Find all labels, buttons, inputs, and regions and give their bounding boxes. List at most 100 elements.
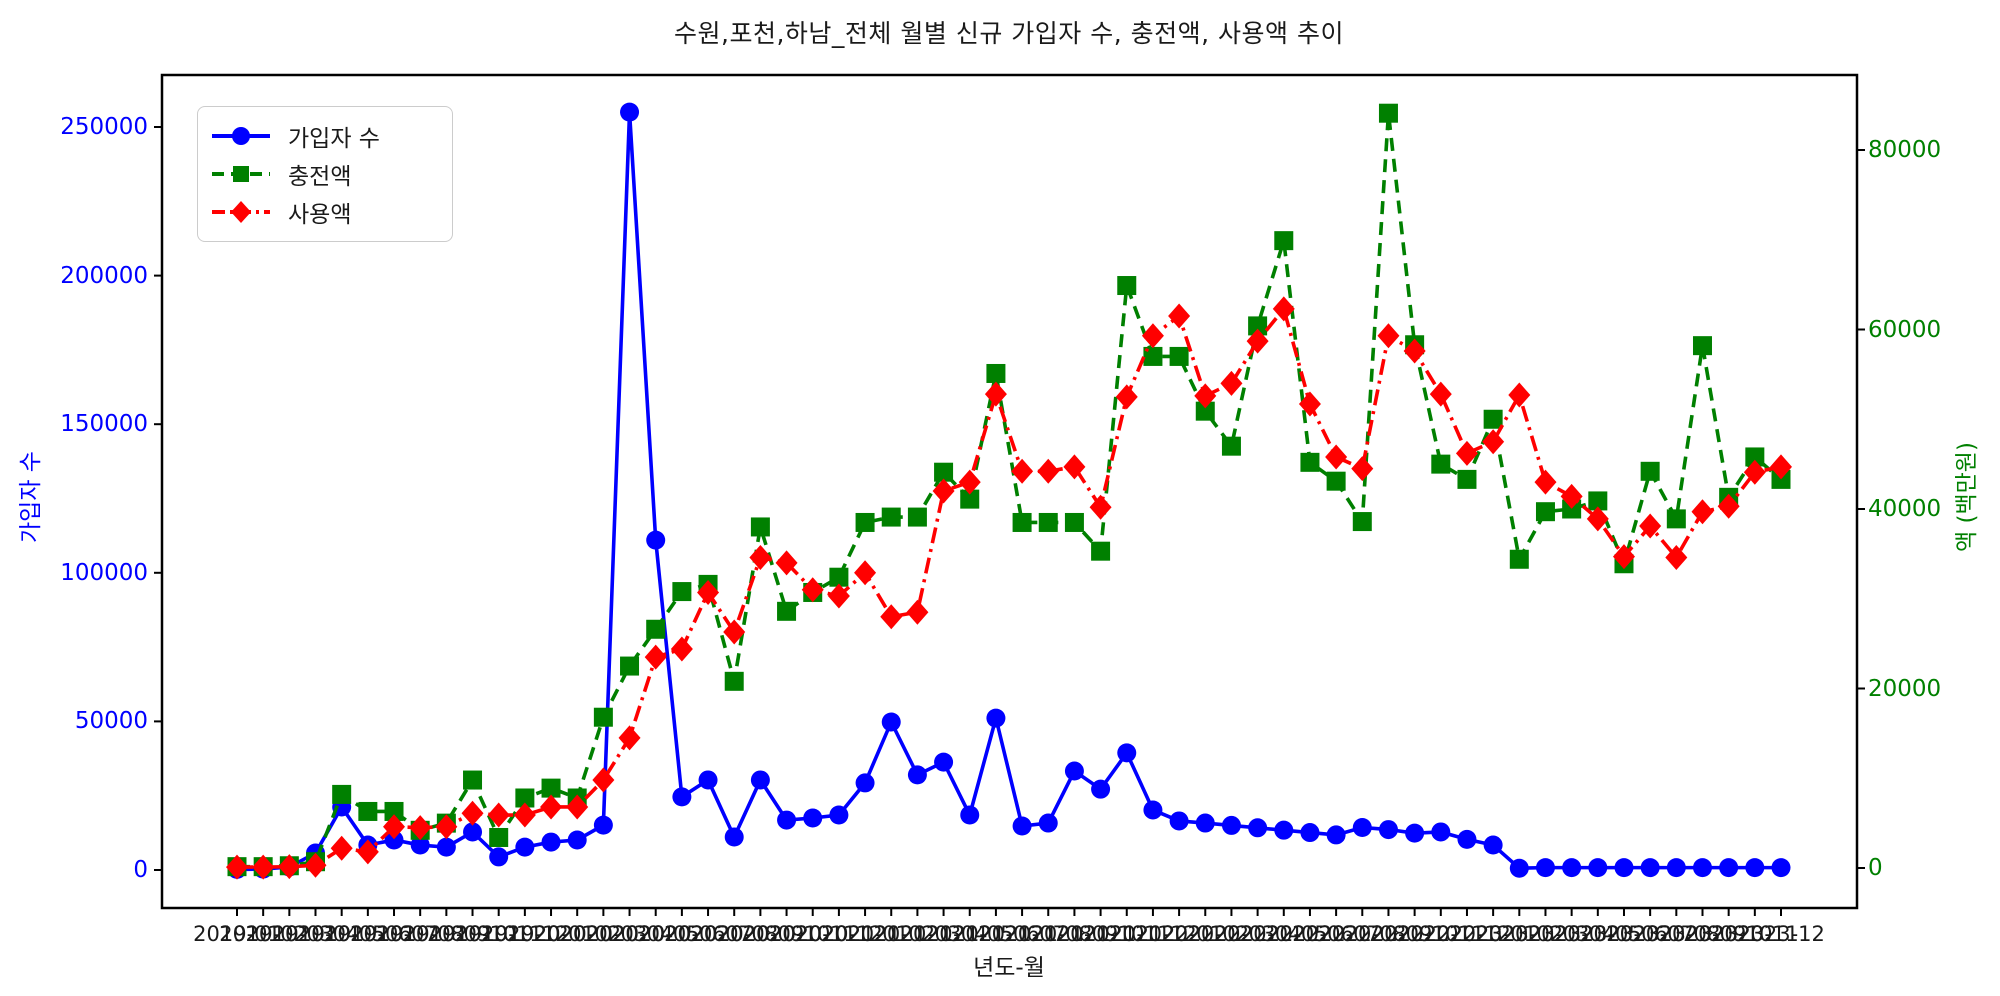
marker-square [724,671,744,691]
marker-diamond [1220,370,1243,396]
marker-circle [672,787,692,807]
marker-circle [724,827,744,847]
marker-circle [436,837,456,857]
marker-diamond [356,839,379,865]
marker-circle [1169,811,1189,831]
marker-circle [515,837,535,857]
marker-square [1300,452,1320,472]
marker-square [1038,512,1058,532]
marker-square [750,517,770,537]
marker-diamond [1325,444,1348,470]
marker-diamond [1691,499,1714,525]
marker-circle [646,530,666,550]
marker-diamond [1743,459,1766,485]
marker-circle [1117,743,1137,763]
marker-circle [960,805,980,825]
marker-square [489,827,509,847]
marker-circle [567,830,587,850]
x-tick-label: 2021-10 [1056,922,1145,946]
marker-circle [1692,858,1712,878]
x-tick-label: 2023-04 [1527,922,1616,946]
marker-square [934,462,954,482]
marker-square [881,507,901,527]
marker-square [1221,436,1241,456]
marker-square [541,778,561,798]
marker-diamond [1639,513,1662,539]
marker-diamond [1665,544,1688,570]
x-tick-label: 2021-04 [899,922,988,946]
marker-square [1692,336,1712,356]
marker-diamond [749,544,772,570]
marker-circle [777,810,797,830]
marker-diamond [1455,440,1478,466]
marker-circle [934,752,954,772]
marker-circle [541,832,561,852]
x-tick-label: 2019-06 [323,922,412,946]
marker-square [1666,509,1686,529]
x-tick-label: 2021-09 [1030,922,1119,946]
x-tick-label: 2022-07 [1292,922,1380,946]
marker-circle [907,765,927,785]
marker-circle [698,770,718,790]
x-tick-label: 2021-02 [847,922,936,946]
y-tick-label-left: 100000 [60,559,148,586]
marker-circle [1640,858,1660,878]
x-tick-label: 2023-09 [1658,922,1747,946]
marker-square [384,801,404,821]
marker-diamond [1168,303,1191,329]
marker-circle [384,830,404,850]
marker-square [1431,454,1451,474]
marker-circle [593,815,613,835]
y-tick-label-right: 40000 [1868,496,1942,522]
marker-diamond [1612,544,1635,570]
marker-square [1195,401,1215,421]
x-tick-label: 2019-01 [193,922,281,946]
x-tick-label: 2023-05 [1553,922,1642,946]
series-사용액 [226,296,1792,880]
x-tick-label: 2023-06 [1580,922,1668,946]
x-tick-label: 2022-12 [1423,922,1511,946]
marker-circle [1666,858,1686,878]
marker-square [672,582,692,602]
marker-diamond [1770,454,1792,480]
marker-square [1588,491,1608,511]
x-tick-label: 2023-02 [1475,922,1564,946]
x-tick-label: 2020-10 [742,922,831,946]
marker-diamond [1141,323,1164,349]
marker-square [646,619,666,639]
legend: 가입자 수 충전액 사용액 [197,106,453,242]
x-tick-label: 2021-12 [1109,922,1197,946]
x-tick-label: 2021-11 [1082,922,1171,946]
x-tick-label: 2020-05 [611,922,700,946]
x-tick-label: 2022-02 [1161,922,1250,946]
x-tick-label: 2023-03 [1501,922,1590,946]
x-tick-label: 2020-12 [795,922,883,946]
marker-square [463,770,483,790]
marker-diamond [330,835,353,861]
x-axis-label: 년도-월 [973,955,1045,981]
marker-diamond [827,583,850,609]
y-tick-label-left: 250000 [60,114,148,140]
marker-square [1483,409,1503,429]
x-tick-label: 2022-06 [1266,922,1354,946]
marker-diamond [513,802,536,828]
x-tick-label: 2021-07 [978,922,1066,946]
marker-diamond [906,599,929,625]
x-tick-label: 2022-01 [1135,922,1223,946]
marker-circle [1012,816,1032,836]
legend-item-subscribers: 가입자 수 [210,117,438,155]
marker-diamond [1246,328,1269,354]
marker-circle [1745,858,1765,878]
marker-square [1169,346,1189,366]
marker-square [332,784,352,804]
legend-swatch-usage-icon [212,201,270,223]
x-tick-label: 2020-02 [533,922,622,946]
x-tick-label: 2020-03 [559,922,648,946]
marker-square [1352,512,1372,532]
x-tick-label: 2021-08 [1004,922,1093,946]
marker-diamond [723,619,746,645]
legend-label-usage: 사용액 [288,202,352,228]
marker-diamond [487,802,510,828]
marker-diamond [801,577,824,603]
